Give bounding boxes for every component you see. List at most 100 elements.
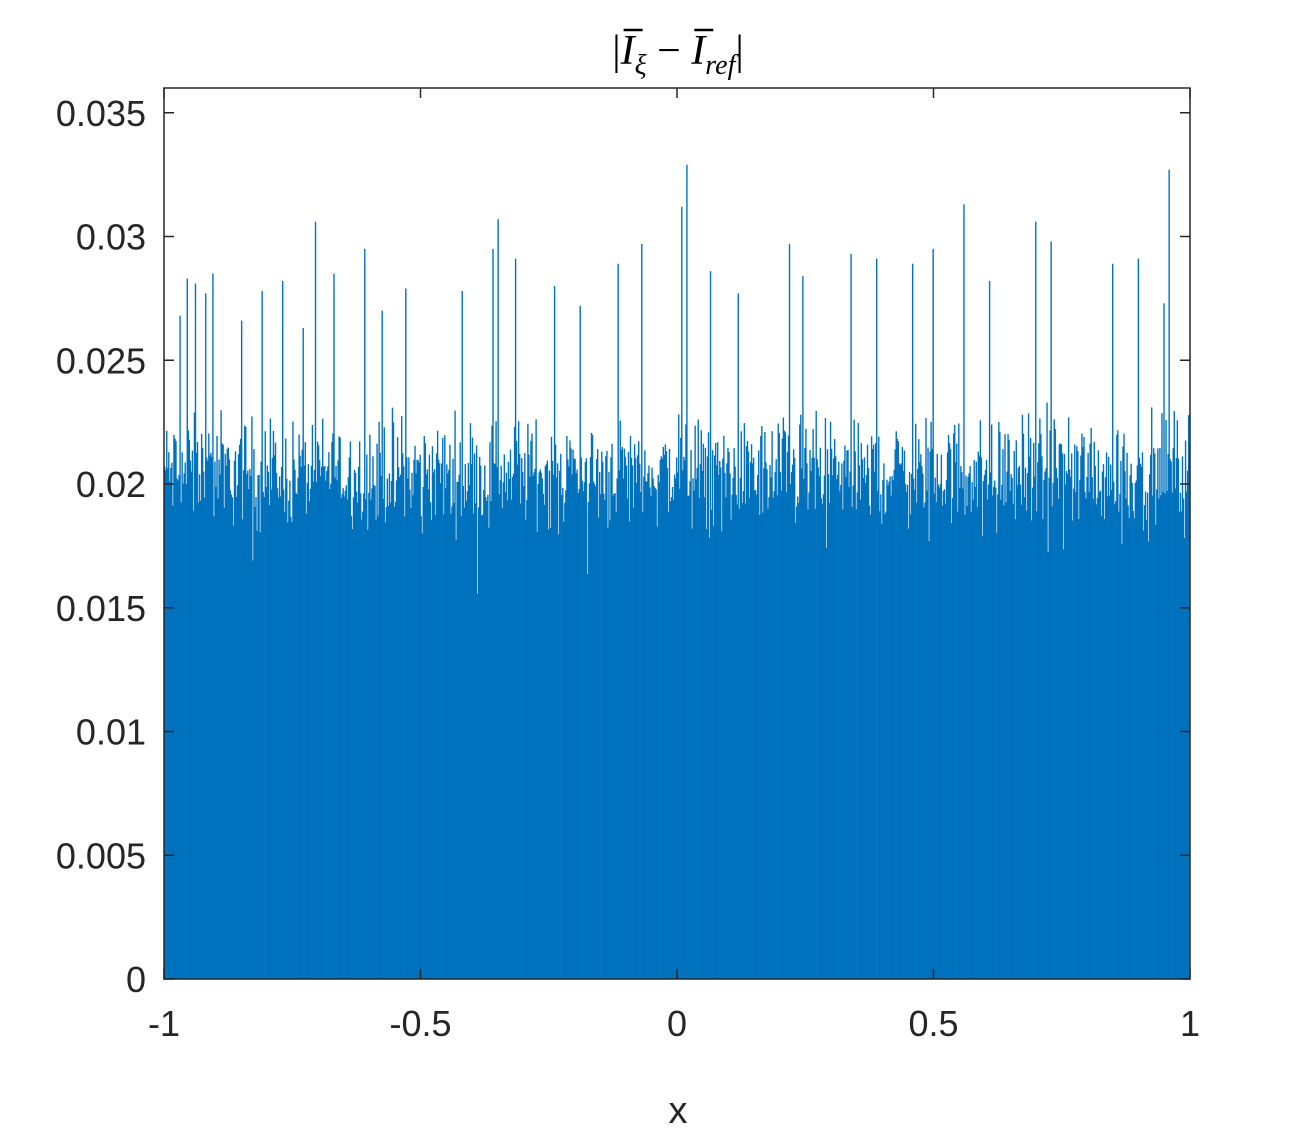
- bar: [762, 512, 764, 979]
- bar: [273, 455, 276, 980]
- bar: [365, 499, 367, 979]
- bar: [577, 493, 579, 979]
- bar: [969, 465, 971, 980]
- bar: [1104, 477, 1107, 979]
- bar: [1046, 402, 1048, 979]
- bar: [598, 517, 600, 979]
- bar: [487, 494, 489, 979]
- bar: [302, 328, 304, 979]
- bar: [862, 477, 865, 979]
- bar: [200, 433, 203, 980]
- bar: [721, 531, 723, 979]
- bar: [879, 511, 881, 979]
- bar: [1043, 479, 1045, 979]
- bar: [803, 478, 805, 979]
- bar: [958, 423, 960, 980]
- bar: [247, 470, 249, 979]
- bar: [605, 456, 607, 979]
- bar: [728, 452, 730, 979]
- bar: [995, 487, 997, 979]
- bar: [181, 452, 183, 979]
- bar: [241, 519, 244, 979]
- bar: [204, 497, 206, 979]
- bar: [393, 506, 396, 979]
- bar: [698, 497, 700, 979]
- bar: [402, 453, 404, 979]
- bar: [413, 459, 415, 979]
- bar: [939, 483, 942, 979]
- bar: [269, 418, 272, 979]
- bar: [223, 507, 225, 979]
- bar: [810, 471, 812, 979]
- bar: [412, 495, 414, 979]
- bar: [307, 464, 310, 980]
- bar: [610, 457, 612, 979]
- bar: [511, 476, 514, 979]
- bar: [443, 514, 445, 979]
- bar: [964, 515, 966, 979]
- bar: [501, 508, 503, 979]
- bar: [1037, 462, 1039, 979]
- bar: [305, 513, 307, 979]
- bar: [855, 509, 857, 979]
- bar: [455, 539, 457, 979]
- bar: [881, 523, 883, 979]
- bar: [287, 522, 289, 979]
- bar: [292, 421, 294, 979]
- bar: [226, 448, 228, 979]
- bar: [360, 519, 363, 979]
- bar: [225, 465, 227, 979]
- bar: [657, 475, 659, 979]
- bar: [596, 449, 599, 980]
- bar: [1004, 434, 1006, 979]
- bar: [685, 424, 687, 980]
- bar: [868, 505, 871, 979]
- bar: [434, 514, 437, 979]
- bar: [497, 219, 499, 980]
- bar: [1080, 455, 1082, 979]
- bar: [218, 459, 220, 980]
- title-open-bar: |: [612, 28, 620, 74]
- title-symbol-2: I: [690, 28, 707, 74]
- bar: [745, 446, 748, 979]
- bar: [1129, 475, 1131, 979]
- bar: [219, 474, 221, 979]
- bar: [1034, 476, 1036, 979]
- bar: [373, 485, 375, 979]
- bar: [466, 491, 469, 979]
- bar: [544, 466, 547, 979]
- bar: [542, 493, 544, 979]
- bar: [1022, 433, 1025, 979]
- bar: [472, 513, 475, 979]
- bar: [571, 474, 573, 979]
- bar: [564, 502, 566, 979]
- bar: [985, 459, 988, 979]
- bar: [249, 469, 251, 979]
- bar: [866, 444, 869, 980]
- bar: [351, 529, 354, 979]
- bar: [800, 414, 802, 979]
- bar: [489, 442, 491, 980]
- bar: [495, 421, 497, 979]
- bar: [209, 455, 211, 979]
- bar: [1126, 452, 1128, 979]
- bar: [424, 443, 426, 980]
- title-subscript-2: ref: [705, 50, 738, 81]
- bar: [919, 462, 921, 979]
- bar: [996, 532, 998, 979]
- bar: [414, 445, 416, 979]
- bar: [1162, 491, 1164, 979]
- bar: [240, 320, 243, 979]
- bar: [725, 497, 727, 979]
- bar: [341, 493, 343, 979]
- bar: [1105, 452, 1108, 979]
- bar: [860, 443, 863, 979]
- bar: [575, 473, 577, 979]
- bar: [1085, 498, 1087, 979]
- bar: [1163, 303, 1165, 979]
- bar: [328, 452, 330, 980]
- bar: [563, 522, 565, 979]
- bar: [535, 419, 537, 979]
- bar: [811, 458, 813, 980]
- bar: [756, 494, 758, 979]
